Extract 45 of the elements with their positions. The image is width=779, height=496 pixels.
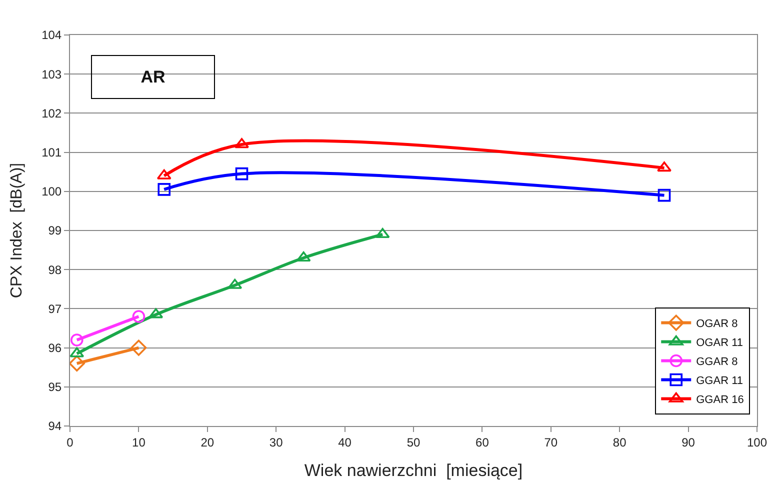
legend-label: GGAR 11 <box>696 375 744 388</box>
legend-label: OGAR 11 <box>696 337 744 350</box>
y-tick-label: 104 <box>42 28 62 42</box>
y-tick-label: 94 <box>48 419 62 434</box>
y-tick-label: 95 <box>48 380 62 394</box>
point <box>657 162 672 172</box>
y-tick-label: 100 <box>42 184 62 199</box>
y-tick-label: 97 <box>48 302 62 316</box>
point <box>234 138 249 148</box>
point <box>156 169 172 180</box>
x-tick-label: 40 <box>338 435 352 450</box>
x-tick-label: 50 <box>406 435 420 450</box>
x-tick-label: 30 <box>269 435 284 450</box>
point <box>148 308 164 318</box>
point <box>158 183 171 196</box>
y-tick-label: 101 <box>42 146 62 160</box>
x-tick-label: 10 <box>132 435 146 450</box>
y-tick-label: 103 <box>42 67 62 82</box>
x-tick-label: 60 <box>476 435 490 450</box>
x-tick-label: 70 <box>544 435 558 450</box>
x-tick-label: 20 <box>200 435 214 450</box>
point <box>132 310 146 323</box>
x-tick-label: 100 <box>746 435 768 450</box>
legend-label: GGAR 8 <box>696 356 738 368</box>
point <box>658 188 671 202</box>
point <box>70 347 84 358</box>
x-tick-label: 0 <box>66 435 74 450</box>
legend-label: GGAR 16 <box>696 394 744 406</box>
y-axis-title: CPX Index [dB(A)] <box>8 162 26 298</box>
point <box>375 228 390 238</box>
point <box>70 355 85 372</box>
y-tick-label: 96 <box>48 341 62 355</box>
y-tick-label: 99 <box>48 224 62 238</box>
y-tick-label: 102 <box>42 106 62 120</box>
legend-label: OGAR 8 <box>696 318 738 330</box>
annotation: AR <box>140 68 166 86</box>
point <box>70 334 84 346</box>
point <box>228 278 242 289</box>
point <box>296 251 311 262</box>
x-tick-label: 90 <box>682 435 696 450</box>
point <box>235 167 248 180</box>
point <box>130 340 147 356</box>
y-tick-label: 98 <box>48 262 62 277</box>
x-tick-label: 80 <box>612 435 627 450</box>
x-axis-title: Wiek nawierzchni [miesiące] <box>304 460 523 480</box>
